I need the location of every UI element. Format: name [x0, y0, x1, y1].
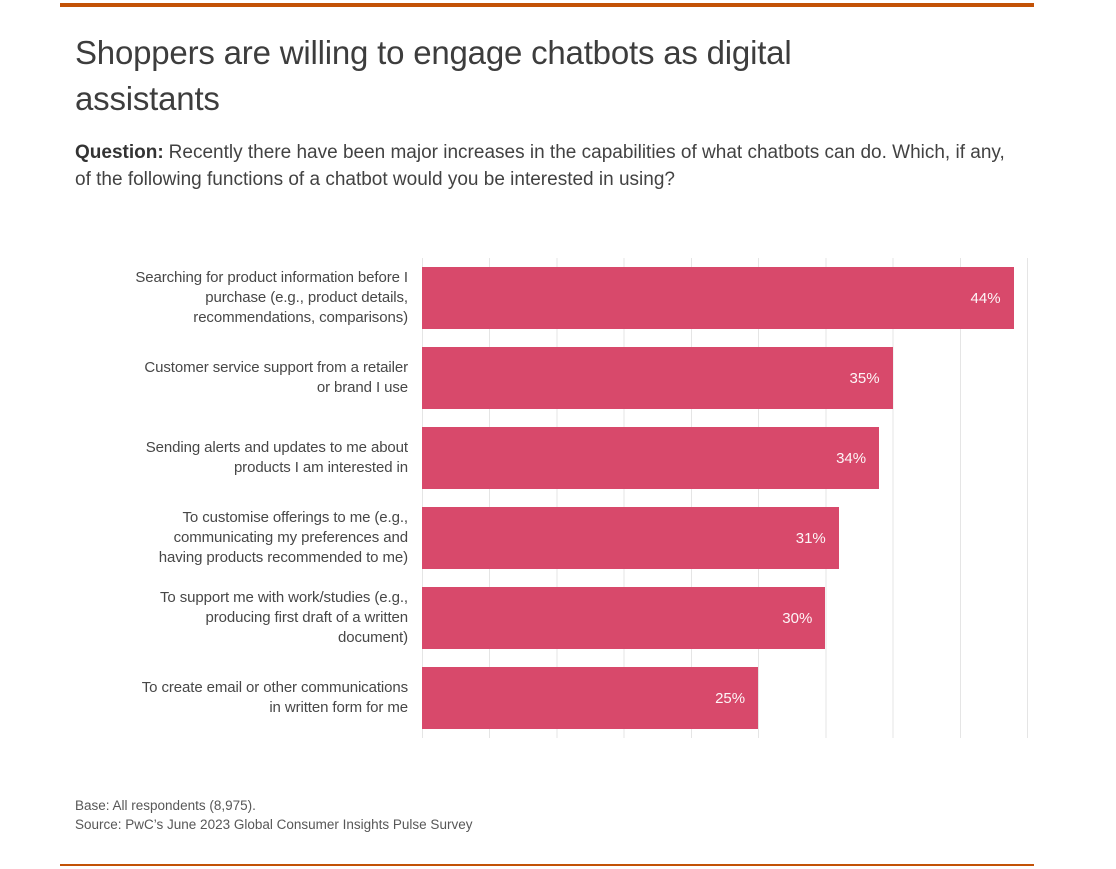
- category-label: Customer service support from a retailer…: [144, 359, 408, 396]
- category-label: To create email or other communications i…: [141, 679, 408, 716]
- bar-track: 34%: [422, 418, 1027, 498]
- category-label: To support me with work/studies (e.g., pr…: [160, 589, 408, 646]
- question-text-block: Question: Recently there have been major …: [75, 139, 1010, 193]
- base-note: Base: All respondents (8,975).: [75, 798, 256, 813]
- bar-value-label: 44%: [970, 289, 1001, 307]
- bar-track: 30%: [422, 578, 1027, 658]
- bar-value-label: 31%: [795, 529, 826, 547]
- page-title: Shoppers are willing to engage chatbots …: [75, 34, 792, 117]
- bar-value-label: 30%: [782, 609, 813, 627]
- bar: 31%: [422, 507, 839, 569]
- bar-track: 25%: [422, 658, 1027, 738]
- bar-value-label: 25%: [715, 689, 746, 707]
- source-note: Source: PwC’s June 2023 Global Consumer …: [75, 817, 473, 832]
- chart-rows: Searching for product information before…: [75, 258, 1027, 738]
- bar: 35%: [422, 347, 893, 409]
- bar-chart: Searching for product information before…: [75, 258, 1028, 738]
- bar-track: 35%: [422, 338, 1027, 418]
- chart-row: To create email or other communications i…: [75, 658, 1027, 738]
- chart-row: Sending alerts and updates to me about pr…: [75, 418, 1027, 498]
- chart-footnotes: Base: All respondents (8,975). Source: P…: [75, 796, 472, 834]
- bar: 34%: [422, 427, 880, 489]
- category-label: Sending alerts and updates to me about pr…: [145, 439, 408, 476]
- bar-track: 31%: [422, 498, 1027, 578]
- bottom-accent-rule: [60, 864, 1034, 866]
- bar-value-label: 34%: [836, 449, 867, 467]
- bar: 30%: [422, 587, 826, 649]
- chart-row: To customise offerings to me (e.g., commu…: [75, 498, 1027, 578]
- chart-row: Searching for product information before…: [75, 258, 1027, 338]
- category-label: Searching for product information before…: [135, 269, 408, 326]
- chart-row: Customer service support from a retailer…: [75, 338, 1027, 418]
- question-label: Question:: [75, 142, 164, 163]
- bar-value-label: 35%: [849, 369, 880, 387]
- category-label: To customise offerings to me (e.g., commu…: [158, 509, 408, 566]
- bar: 25%: [422, 667, 759, 729]
- chart-gridlines: [422, 258, 1028, 738]
- bar: 44%: [422, 267, 1014, 329]
- chart-row: To support me with work/studies (e.g., pr…: [75, 578, 1027, 658]
- question-text: Recently there have been major increases…: [75, 142, 1005, 190]
- bar-track: 44%: [422, 258, 1027, 338]
- top-accent-rule: [60, 3, 1034, 7]
